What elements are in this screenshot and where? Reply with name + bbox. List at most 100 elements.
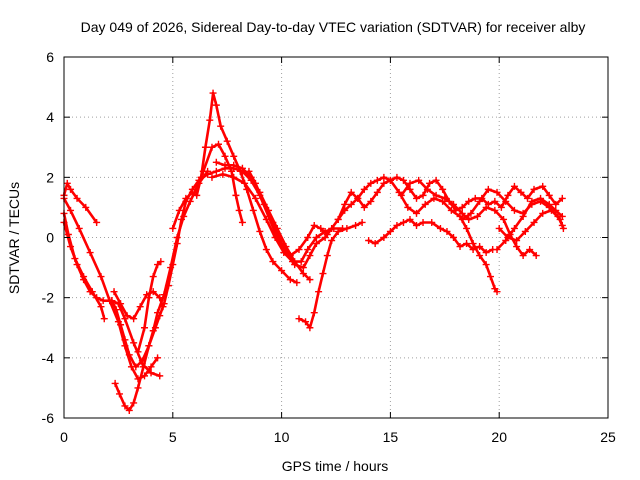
data-point-marker (111, 379, 119, 387)
data-point-marker (497, 203, 505, 211)
x-tick-label: 20 (491, 429, 507, 445)
data-point-marker (406, 215, 414, 223)
data-point-marker (556, 215, 564, 223)
y-tick-label: 4 (46, 109, 54, 125)
data-point-marker (199, 167, 207, 175)
data-point-marker (419, 191, 427, 199)
data-point-marker (312, 234, 320, 241)
data-point-marker (221, 161, 229, 169)
series-track-1 (60, 209, 108, 323)
data-point-marker (441, 194, 449, 202)
data-point-marker (260, 200, 268, 208)
data-point-marker (545, 191, 553, 199)
y-tick-label: -6 (42, 410, 55, 426)
x-tick-label: 10 (274, 429, 290, 445)
data-point-marker (413, 209, 421, 217)
data-point-marker (341, 200, 349, 208)
data-point-marker (117, 300, 125, 308)
data-point-marker (473, 212, 481, 220)
data-point-marker (212, 167, 220, 175)
data-point-marker (251, 179, 259, 187)
data-point-marker (178, 215, 186, 223)
axis-ticks (63, 56, 609, 419)
data-point-marker (280, 249, 288, 257)
series-line (110, 170, 209, 369)
data-point-marker (139, 363, 147, 371)
data-point-marker (456, 243, 464, 251)
y-axis-label: SDTVAR / TECUs (6, 182, 22, 294)
data-point-marker (491, 206, 499, 214)
data-point-marker (182, 194, 190, 202)
data-point-marker (358, 218, 366, 226)
data-point-marker (443, 227, 451, 235)
data-point-marker (482, 261, 490, 269)
y-tick-labels: -6 -4 -2 0 2 4 6 (42, 49, 55, 426)
data-point-marker (136, 303, 144, 311)
data-point-marker (519, 212, 527, 220)
data-point-marker (75, 224, 83, 232)
data-point-marker (175, 206, 183, 214)
data-point-marker (108, 297, 116, 305)
data-point-marker (271, 234, 279, 241)
data-point-marker (559, 224, 567, 232)
data-point-marker (86, 249, 94, 257)
data-point-marker (447, 206, 455, 214)
data-point-marker (230, 161, 238, 169)
data-point-marker (112, 306, 120, 314)
data-point-marker (100, 315, 108, 323)
data-point-marker (458, 203, 466, 211)
data-point-marker (125, 351, 133, 359)
y-tick-label: -2 (42, 290, 55, 306)
data-point-marker (223, 137, 231, 145)
data-point-marker (262, 215, 270, 223)
data-point-marker (169, 261, 177, 269)
data-point-marker (493, 188, 501, 196)
data-point-marker (504, 191, 512, 199)
data-point-marker (228, 167, 236, 175)
data-point-marker (302, 318, 310, 326)
data-point-marker (517, 188, 525, 196)
data-point-marker (493, 246, 501, 254)
series-track-11 (208, 170, 347, 266)
data-point-marker (471, 194, 479, 202)
data-point-marker (147, 363, 155, 371)
data-point-marker (310, 309, 318, 317)
data-point-marker (347, 200, 355, 208)
data-point-marker (80, 276, 88, 284)
data-point-marker (415, 176, 423, 184)
y-tick-label: 0 (46, 230, 54, 246)
series-track-12 (212, 158, 314, 284)
series-track-16 (365, 215, 497, 257)
data-point-marker (467, 209, 475, 217)
data-point-marker (209, 89, 217, 97)
data-point-marker (493, 288, 501, 296)
data-point-marker (439, 185, 447, 193)
data-point-marker (286, 252, 294, 260)
data-point-marker (465, 197, 473, 205)
data-point-marker (110, 288, 118, 296)
data-point-marker (230, 152, 238, 160)
data-point-marker (502, 197, 510, 205)
data-point-marker (530, 218, 538, 226)
data-point-marker (523, 194, 531, 202)
chart-title: Day 049 of 2026, Sidereal Day-to-day VTE… (81, 19, 586, 35)
data-point-marker (360, 203, 368, 211)
data-point-marker (365, 237, 373, 245)
grid (64, 57, 608, 418)
data-point-marker (123, 312, 131, 320)
data-point-marker (484, 185, 492, 193)
data-point-marker (212, 158, 220, 166)
data-point-marker (413, 194, 421, 202)
data-point-marker (99, 297, 107, 305)
data-point-marker (528, 197, 536, 205)
series-track-2 (60, 179, 101, 226)
data-point-marker (360, 185, 368, 193)
data-point-marker (232, 191, 240, 199)
data-point-marker (160, 300, 168, 308)
data-point-marker (334, 227, 342, 235)
data-point-marker (217, 122, 225, 130)
data-point-marker (380, 173, 388, 181)
series-track-10 (191, 140, 246, 226)
data-point-marker (310, 221, 318, 229)
data-point-marker (399, 176, 407, 184)
